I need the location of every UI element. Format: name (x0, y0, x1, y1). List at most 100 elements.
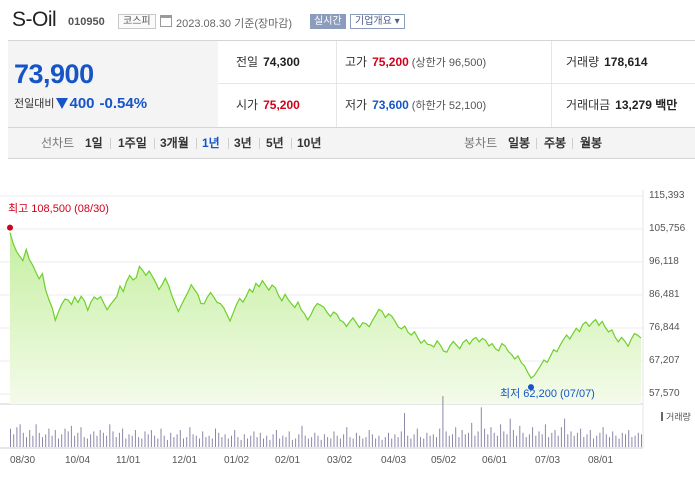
volume-bar (343, 434, 345, 448)
volume-bar (375, 438, 377, 447)
volume-bar (404, 413, 405, 447)
change-rate: -0.54% (99, 95, 148, 112)
low-label: 저가 (345, 98, 368, 112)
volume-bar (93, 431, 95, 447)
x-axis-tick-label: 01/02 (224, 455, 250, 466)
volume-bar (352, 438, 354, 447)
volume-bar (45, 434, 47, 448)
tab-5-years[interactable]: 5년 (266, 136, 284, 150)
x-axis-tick-label: 02/01 (275, 455, 301, 466)
volume-bar (42, 437, 43, 447)
volume-bar (641, 434, 642, 448)
volume-bar (288, 431, 290, 447)
volume-bar (48, 428, 50, 447)
volume-bar (38, 432, 40, 447)
tab-separator (110, 138, 111, 149)
tab-1-year[interactable]: 1년 (202, 136, 220, 150)
tab-10-years[interactable]: 10년 (297, 136, 322, 150)
tab-1-week[interactable]: 1주일 (118, 136, 147, 150)
volume-bar (442, 396, 444, 447)
tab-1-day[interactable]: 1일 (85, 136, 103, 150)
current-price: 73,900 (14, 59, 94, 89)
volume-bar (106, 435, 108, 447)
volume-bar (311, 437, 313, 447)
volume-bar (202, 431, 204, 447)
company-info-dropdown[interactable]: 기업개요 ▾ (350, 14, 405, 29)
volume-bar (26, 437, 27, 447)
volume-bar (576, 432, 578, 447)
x-axis-tick-label: 05/02 (431, 455, 457, 466)
volume-bar (455, 427, 457, 447)
market-badge: 코스피 (118, 14, 156, 29)
tab-weekly-candle[interactable]: 주봉 (544, 136, 567, 150)
tab-separator (228, 138, 229, 149)
candle-chart-title: 봉차트 (464, 136, 498, 150)
volume-bar (163, 435, 165, 447)
volume-bar (291, 439, 293, 447)
x-axis-tick-label: 10/04 (65, 455, 91, 466)
volume-bar (141, 438, 143, 447)
tab-separator (154, 138, 155, 149)
volume-bar (381, 439, 383, 447)
volume-bar (464, 434, 466, 448)
y-axis-tick-label: 86,481 (649, 289, 680, 300)
volume-bar (551, 432, 553, 447)
volume-bar (32, 435, 34, 447)
volume-bar (535, 435, 537, 447)
tab-daily-candle[interactable]: 일봉 (508, 136, 531, 150)
volume-bar (554, 430, 556, 447)
volume-bar (538, 431, 540, 447)
volume-bar (118, 432, 120, 447)
volume-bar (500, 424, 502, 447)
volume-bar (599, 432, 601, 447)
quote-summary: 73,900 전일대비 400 -0.54% 전일 74,300 고가 75,200 (상… (8, 40, 695, 127)
volume-bar (221, 437, 223, 447)
volume-bar (154, 435, 156, 447)
volume-bar (420, 437, 421, 447)
volume-bar (596, 435, 598, 447)
volume-bar (490, 427, 492, 447)
volume-bar (173, 437, 175, 447)
volume-bar (307, 438, 309, 447)
volume-bar (423, 438, 425, 447)
volume-bar (452, 434, 453, 448)
volume-bar (295, 438, 297, 447)
volume-bar (138, 437, 140, 447)
volume-bar (282, 435, 284, 447)
volume-legend-label: 거래량 (666, 412, 691, 422)
volume-bar (445, 431, 447, 447)
volume-bar (560, 427, 562, 447)
line-chart-title: 선차트 (41, 136, 75, 150)
volume-bar (448, 435, 450, 447)
volume-bar (426, 432, 428, 447)
volume-bar (29, 430, 31, 447)
amount-label: 거래대금 (566, 98, 611, 112)
volume-bar (96, 435, 98, 447)
volume-bar (77, 432, 79, 447)
volume-bar (532, 427, 534, 447)
volume-bar (301, 425, 303, 448)
volume-value: 178,614 (604, 55, 648, 69)
volume-bar (80, 427, 82, 447)
volume-bar (22, 432, 24, 447)
tab-3-years[interactable]: 3년 (234, 136, 252, 150)
volume-bar (70, 425, 72, 448)
volume-bar (615, 435, 617, 447)
realtime-button[interactable]: 실시간 (310, 14, 346, 29)
volume-bar (564, 418, 566, 447)
upper-limit: (상한가 96,500) (412, 57, 486, 69)
volume-bar (115, 437, 117, 447)
volume-bar (493, 432, 495, 447)
tab-3-months[interactable]: 3개월 (160, 136, 189, 150)
quote-date: 2023.08.30 기준(장마감) (176, 18, 293, 30)
x-axis-tick-label: 11/01 (116, 455, 141, 466)
volume-bar (269, 439, 271, 447)
high-cell: 고가 75,200 (상한가 96,500) (336, 41, 551, 84)
volume-bar (413, 434, 415, 448)
tab-monthly-candle[interactable]: 월봉 (580, 136, 603, 150)
company-name: S-Oil (12, 8, 57, 31)
volume-bar (368, 430, 370, 447)
calendar-icon (160, 15, 172, 27)
volume-bar (394, 434, 396, 448)
down-triangle-icon (56, 98, 69, 109)
